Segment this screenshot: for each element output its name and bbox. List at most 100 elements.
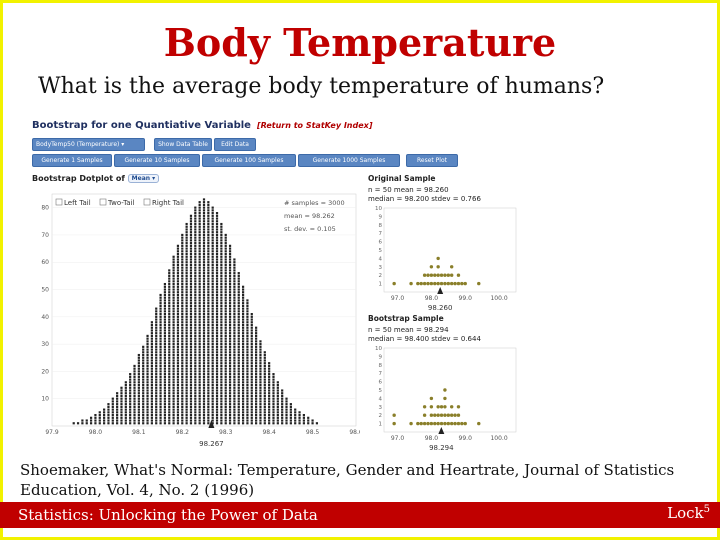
dot-point [172, 362, 175, 365]
generate-1000-button[interactable]: Generate 1000 Samples [298, 154, 400, 167]
dot-point [198, 258, 201, 261]
dot-point [241, 340, 245, 343]
dot-point [241, 353, 245, 357]
dot-point [207, 233, 210, 237]
dot-point [237, 343, 240, 346]
dot-point [220, 326, 223, 329]
left-tail-checkbox[interactable] [55, 198, 63, 206]
dot-point [85, 422, 88, 425]
dot-point [241, 348, 245, 351]
dot-point [228, 367, 232, 370]
right-tail-checkbox[interactable] [143, 198, 151, 206]
dot-point [137, 353, 140, 357]
dot-point [246, 321, 249, 324]
dot-point [215, 348, 219, 351]
dot-point [94, 419, 97, 422]
return-to-index-link[interactable]: [Return to StatKey Index] [256, 121, 373, 130]
dot-point [215, 296, 219, 299]
sample-dot [456, 281, 461, 286]
edit-data-button[interactable]: Edit Data [214, 138, 256, 151]
dot-point [194, 263, 197, 267]
dot-point [207, 288, 210, 291]
generate-1-button[interactable]: Generate 1 Samples [32, 154, 112, 167]
dot-point [168, 272, 171, 275]
dot-point [181, 419, 184, 422]
sample-dot [449, 405, 454, 409]
dot-point [181, 269, 184, 272]
dot-point [233, 386, 236, 389]
dot-point [207, 261, 210, 264]
dot-point [198, 212, 201, 215]
dot-point [185, 422, 188, 425]
dot-point [211, 370, 214, 373]
y-tick-label: 2 [379, 273, 383, 279]
dot-point [246, 307, 249, 310]
dot-point [202, 217, 206, 220]
dot-point [159, 332, 162, 335]
dot-point [228, 386, 232, 389]
dot-point [202, 225, 206, 228]
generate-10-button[interactable]: Generate 10 Samples [114, 154, 200, 167]
dot-point [189, 217, 193, 220]
dot-point [241, 343, 245, 346]
dot-point [211, 206, 214, 209]
dot-point [215, 274, 219, 277]
dot-point [272, 411, 275, 414]
dot-point [211, 212, 214, 215]
dot-point [215, 340, 219, 343]
statistic-select[interactable]: Mean ▾ [127, 174, 160, 183]
dot-point [189, 413, 193, 417]
dot-point [272, 378, 275, 381]
dot-point [237, 274, 240, 277]
dot-point [185, 244, 188, 247]
dot-point [137, 408, 140, 411]
dot-point [285, 419, 288, 422]
dot-point [228, 323, 232, 327]
dot-point [263, 370, 266, 373]
dot-point [129, 405, 132, 408]
dot-point [194, 353, 197, 357]
dot-point [202, 269, 206, 272]
dot-point [150, 392, 153, 395]
dot-point [137, 356, 140, 359]
dot-point [215, 321, 219, 324]
dot-point [202, 334, 206, 338]
generate-100-button[interactable]: Generate 100 Samples [202, 154, 296, 167]
dot-point [202, 310, 206, 313]
dataset-select[interactable]: BodyTemp50 (Temperature) ▾ [32, 138, 145, 151]
dot-point [194, 348, 197, 351]
dot-point [224, 282, 227, 286]
y-tick-label: 4 [379, 256, 383, 262]
dot-point [168, 282, 171, 286]
dot-point [211, 367, 214, 370]
y-tick-label: 3 [379, 265, 383, 271]
dot-point [111, 397, 114, 400]
dot-point [198, 277, 201, 280]
dot-point [224, 381, 227, 384]
dot-point [163, 288, 167, 291]
dot-point [150, 411, 153, 414]
dot-point [124, 403, 127, 406]
dot-point [215, 310, 219, 313]
show-data-table-button[interactable]: Show Data Table [154, 138, 212, 151]
dot-point [185, 378, 188, 381]
sample-dot [477, 421, 481, 426]
dot-point [207, 266, 210, 269]
dot-point [250, 378, 253, 381]
dot-point [185, 277, 188, 280]
dot-point [133, 386, 136, 389]
dot-point [133, 381, 136, 384]
dot-point [281, 411, 284, 414]
sample-dot [439, 281, 444, 286]
dot-point [241, 381, 245, 384]
reset-plot-button[interactable]: Reset Plot [406, 154, 458, 167]
dot-point [224, 250, 227, 253]
two-tail-checkbox[interactable] [99, 198, 107, 206]
dot-point [98, 422, 101, 425]
dot-point [255, 416, 258, 419]
dot-point [224, 299, 227, 302]
dot-point [255, 419, 258, 422]
dot-point [263, 416, 266, 419]
dot-point [198, 201, 201, 204]
